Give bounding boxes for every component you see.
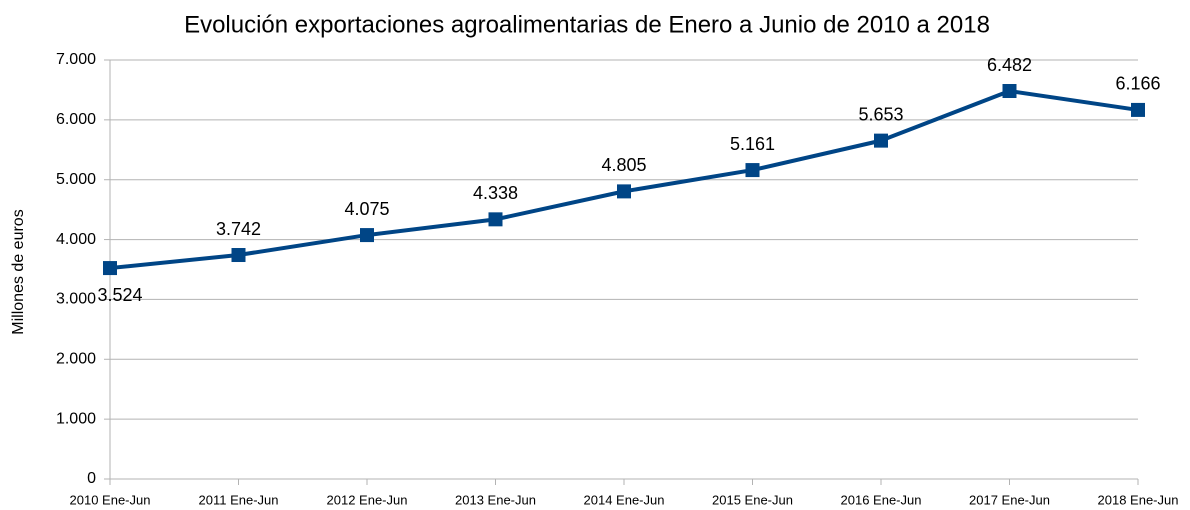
- y-tick-label: 5.000: [56, 171, 96, 188]
- marker: [231, 248, 246, 263]
- data-label: 6.166: [1115, 74, 1160, 94]
- x-tick-label: 2011 Ene-Jun: [199, 492, 279, 507]
- y-tick-label: 4.000: [56, 231, 96, 248]
- x-tick-label: 2013 Ene-Jun: [455, 492, 536, 507]
- data-label: 3.524: [97, 285, 142, 305]
- data-label: 5.653: [858, 104, 903, 124]
- y-tick-label: 6.000: [56, 111, 96, 128]
- data-label: 4.075: [344, 199, 389, 219]
- data-label: 3.742: [216, 219, 261, 239]
- y-axis-label: Millones de euros: [10, 209, 27, 334]
- x-tick-label: 2017 Ene-Jun: [969, 492, 1050, 507]
- y-tick-label: 7.000: [56, 51, 96, 68]
- marker: [1131, 102, 1145, 117]
- data-label: 4.805: [601, 155, 646, 175]
- chart-title: Evolución exportaciones agroalimentarias…: [184, 11, 990, 38]
- x-tick-label: 2016 Ene-Jun: [841, 492, 922, 507]
- marker: [360, 228, 374, 243]
- marker: [488, 212, 503, 227]
- y-tick-label: 1.000: [56, 410, 96, 427]
- x-tick-label: 2015 Ene-Jun: [712, 492, 793, 507]
- marker: [103, 261, 117, 276]
- y-tick-label: 0: [87, 470, 96, 487]
- data-label: 4.338: [473, 183, 518, 203]
- marker: [617, 184, 631, 199]
- marker: [745, 163, 760, 178]
- y-tick-label: 3.000: [56, 291, 96, 308]
- x-tick-label: 2010 Ene-Jun: [70, 492, 151, 507]
- x-tick-label: 2012 Ene-Jun: [327, 492, 408, 507]
- x-tick-label: 2018 Ene-Jun: [1098, 492, 1179, 507]
- y-tick-label: 2.000: [56, 351, 96, 368]
- x-tick-label: 2014 Ene-Jun: [584, 492, 665, 507]
- marker: [1002, 84, 1017, 99]
- data-label: 5.161: [730, 134, 775, 154]
- marker: [874, 133, 888, 148]
- data-label: 6.482: [987, 55, 1032, 75]
